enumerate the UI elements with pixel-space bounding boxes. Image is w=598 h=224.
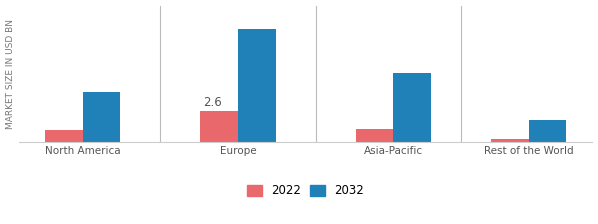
Bar — [200, 111, 238, 142]
Bar — [45, 130, 83, 142]
Y-axis label: MARKET SIZE IN USD BN: MARKET SIZE IN USD BN — [5, 19, 14, 129]
Bar — [356, 129, 393, 142]
Bar — [529, 120, 566, 142]
Legend: 2022, 2032: 2022, 2032 — [244, 181, 367, 201]
Bar — [83, 92, 120, 142]
Bar — [393, 73, 431, 142]
Text: 2.6: 2.6 — [203, 96, 222, 109]
Bar — [491, 139, 529, 142]
Bar — [238, 29, 276, 142]
